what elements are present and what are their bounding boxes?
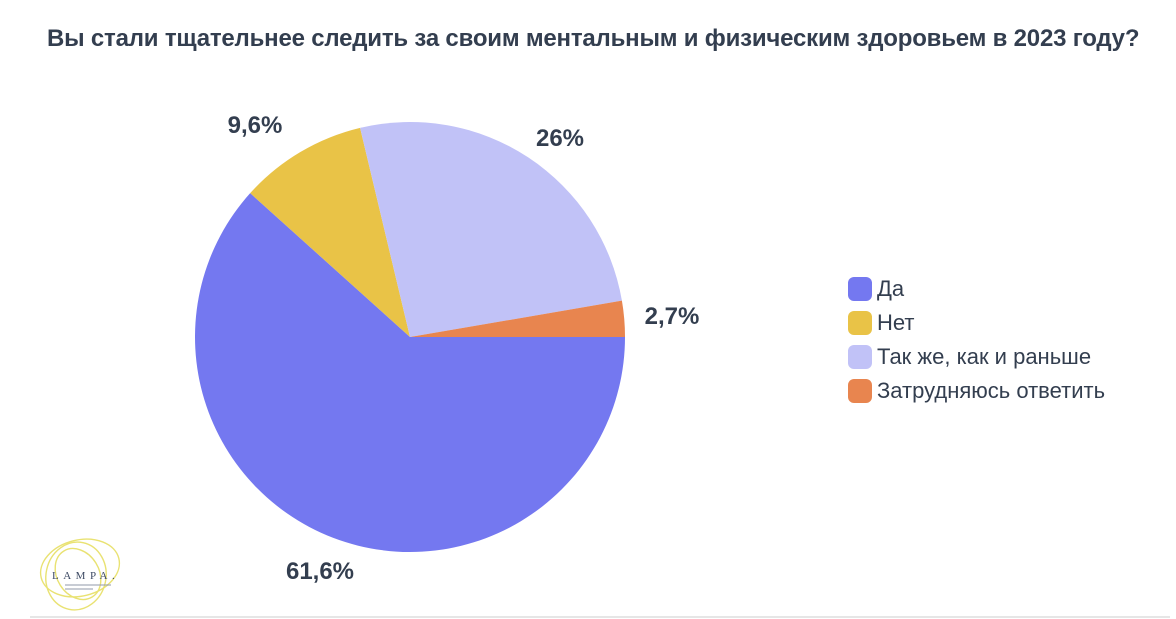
- bottom-edge-line: [30, 616, 1170, 618]
- logo-tagline-line: [65, 588, 93, 590]
- legend-label-hard-to-answer: Затрудняюсь ответить: [877, 378, 1106, 403]
- data-label-yes: 61,6%: [285, 558, 355, 585]
- pie-slice-3: [410, 300, 625, 337]
- legend-item-same-as-before: Так же, как и раньше: [848, 344, 1105, 369]
- logo-wordmark: LAMPA.: [52, 570, 120, 582]
- pie-slice-0: [194, 193, 625, 552]
- legend: Да Нет Так же, как и раньше Затрудняюсь …: [848, 276, 1106, 403]
- legend-label-yes: Да: [877, 276, 905, 301]
- legend-label-same-as-before: Так же, как и раньше: [877, 344, 1092, 369]
- pie-chart: [194, 122, 625, 552]
- legend-swatch-hard-to-answer: [848, 379, 872, 403]
- legend-swatch-yes: [848, 277, 872, 301]
- lampa-logo: LAMPA.: [20, 532, 150, 614]
- logo-tagline-line: [65, 584, 111, 586]
- data-label-same-as-before: 26%: [535, 125, 585, 152]
- logo-scribble-icon: [39, 538, 121, 611]
- legend-label-no: Нет: [877, 310, 915, 335]
- legend-item-hard-to-answer: Затрудняюсь ответить: [848, 378, 1106, 403]
- pie-slice-2: [360, 122, 622, 337]
- data-label-hard-to-answer: 2,7%: [644, 303, 700, 330]
- legend-swatch-no: [848, 311, 872, 335]
- legend-item-no: Нет: [848, 310, 1105, 335]
- pie-chart-area: [194, 122, 625, 552]
- legend-swatch-same-as-before: [848, 345, 872, 369]
- data-label-no: 9,6%: [227, 112, 283, 139]
- chart-title: Вы стали тщательнее следить за своим мен…: [47, 25, 1140, 52]
- legend-item-yes: Да: [848, 276, 1105, 301]
- pie-slice-1: [250, 127, 410, 338]
